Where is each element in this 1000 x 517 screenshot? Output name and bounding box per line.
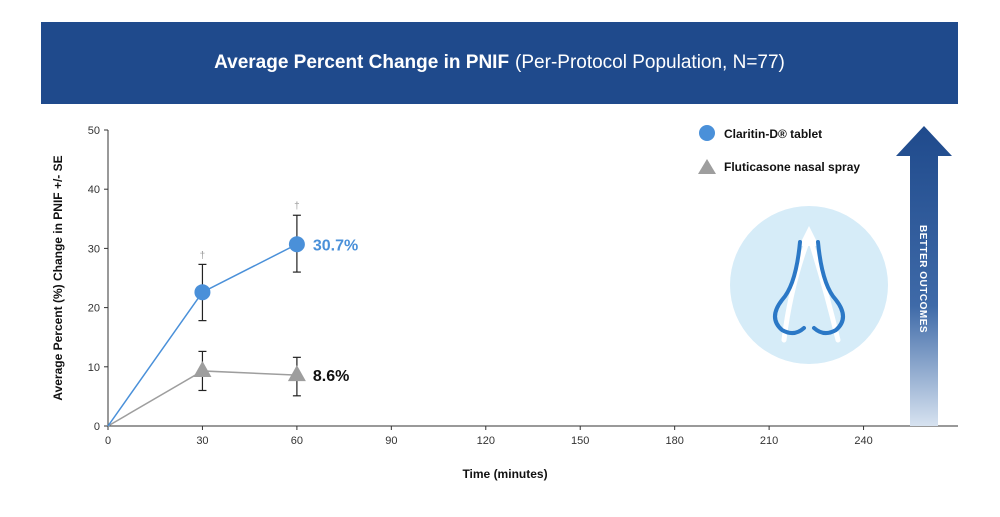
x-tick-group: 0 30 60 90 120 150 180 210 240 bbox=[105, 426, 873, 447]
chart-title: Average Percent Change in PNIF bbox=[214, 52, 510, 73]
x-tick-label: 90 bbox=[385, 435, 397, 447]
data-point-fluticasone bbox=[193, 360, 212, 377]
y-axis-title: Average Percent (%) Change in PNIF +/- S… bbox=[51, 155, 65, 400]
x-axis-title: Time (minutes) bbox=[462, 467, 547, 481]
legend-marker-fluticasone bbox=[698, 159, 716, 174]
y-tick-label: 30 bbox=[88, 243, 100, 255]
significance-mark: † bbox=[294, 201, 300, 212]
nose-airflow-arrowhead bbox=[799, 226, 819, 246]
x-tick-label: 30 bbox=[196, 435, 208, 447]
nose-outline-left bbox=[773, 240, 806, 335]
chart-subtitle: (Per-Protocol Population, N=77) bbox=[515, 52, 785, 73]
x-tick-label: 60 bbox=[291, 435, 303, 447]
legend: Claritin-D® tablet Fluticasone nasal spr… bbox=[698, 125, 860, 174]
significance-mark: † bbox=[200, 250, 206, 261]
x-tick-label: 210 bbox=[760, 435, 778, 447]
chart-title-banner: Average Percent Change in PNIF (Per-Prot… bbox=[41, 22, 958, 104]
data-point-claritin bbox=[194, 284, 211, 301]
y-tick-label: 10 bbox=[88, 362, 100, 374]
y-tick-label: 40 bbox=[88, 184, 100, 196]
data-point-claritin bbox=[288, 236, 305, 253]
nose-icon-circle bbox=[730, 206, 888, 364]
x-tick-label: 120 bbox=[477, 435, 495, 447]
y-tick-label: 20 bbox=[88, 303, 100, 315]
x-tick-label: 150 bbox=[571, 435, 589, 447]
legend-label-claritin: Claritin-D® tablet bbox=[724, 127, 822, 141]
x-tick-label: 240 bbox=[854, 435, 872, 447]
better-outcomes-label: BETTER OUTCOMES bbox=[917, 225, 928, 333]
y-tick-label: 0 bbox=[94, 421, 100, 433]
series-layer: 8.6% † † 30.7% bbox=[107, 201, 358, 427]
end-value-label-claritin: 30.7% bbox=[313, 237, 358, 254]
legend-label-fluticasone: Fluticasone nasal spray bbox=[724, 160, 860, 174]
legend-marker-claritin bbox=[699, 125, 715, 141]
y-tick-group: 0 10 20 30 40 50 bbox=[88, 125, 108, 433]
nose-icon bbox=[730, 206, 888, 364]
end-value-label-fluticasone: 8.6% bbox=[313, 368, 349, 385]
x-tick-label: 0 bbox=[105, 435, 111, 447]
y-tick-label: 50 bbox=[88, 125, 100, 137]
data-point-fluticasone bbox=[287, 365, 306, 382]
better-outcomes-arrow-shape bbox=[896, 126, 952, 426]
x-tick-label: 180 bbox=[665, 435, 683, 447]
nose-outline-right bbox=[812, 240, 845, 335]
better-outcomes-arrow: BETTER OUTCOMES bbox=[896, 126, 952, 426]
